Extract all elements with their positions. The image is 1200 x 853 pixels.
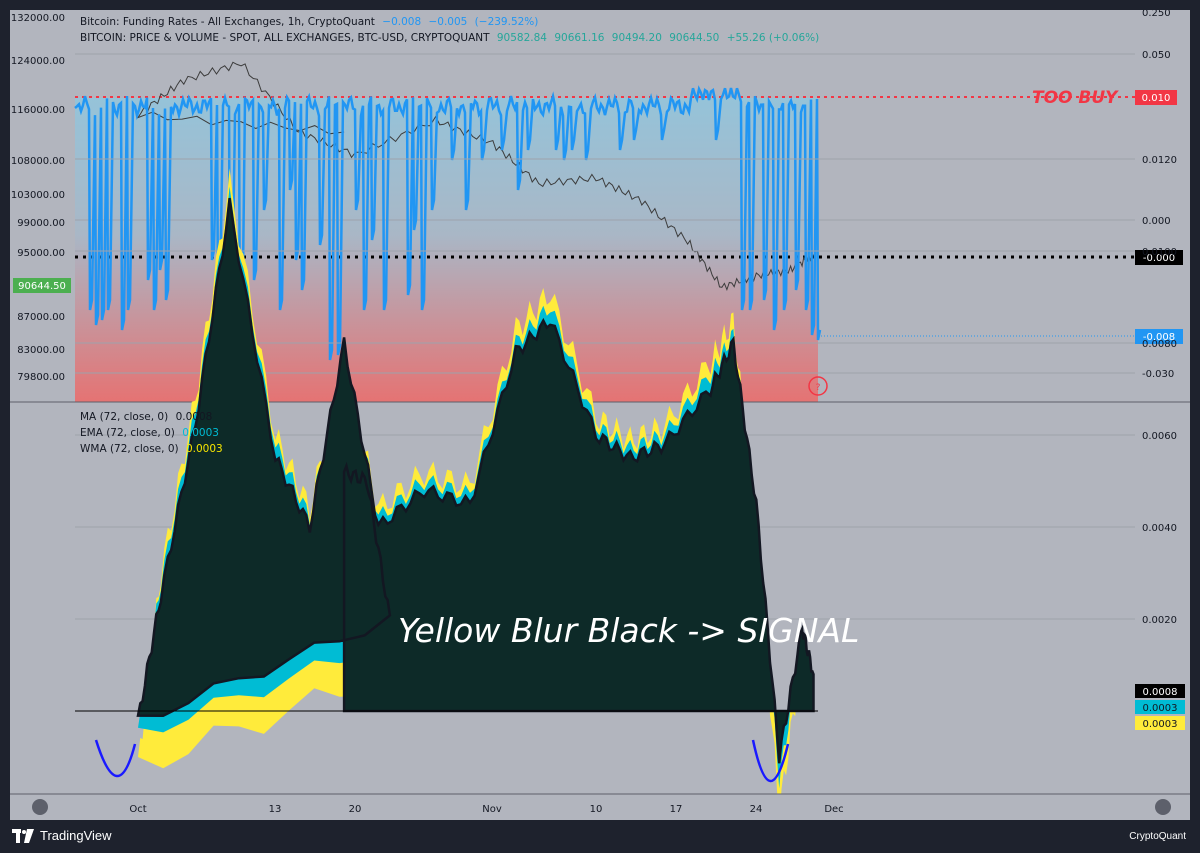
legend-price-o: 90582.84 — [496, 32, 547, 44]
time-axis-tick: Dec — [824, 804, 843, 815]
legend-price-chg: +55.26 (+0.06%) — [726, 32, 820, 44]
badge-too-buy-text: 0.010 — [1142, 93, 1171, 104]
badge-wma: 0.0003 — [1135, 716, 1185, 730]
price-axis-tick: 95000.00 — [17, 248, 65, 259]
time-axis-tick: Oct — [129, 804, 146, 815]
legend-ema-val: 0.0003 — [182, 427, 219, 439]
time-axis-tick: 24 — [750, 804, 763, 815]
tradingview-icon — [12, 828, 34, 843]
price-badge-text: 90644.50 — [18, 281, 66, 292]
legend-ma-name: MA (72, close, 0) — [80, 411, 169, 423]
funding-rate-line — [74, 85, 822, 371]
legend-price-l: 90494.20 — [611, 32, 662, 44]
price-axis-tick: 87000.00 — [17, 312, 65, 323]
badge-funding: -0.008 — [1135, 329, 1183, 344]
price-line — [136, 61, 814, 292]
legend-price-c: 90644.50 — [669, 32, 720, 44]
price-axis-tick: 108000.00 — [11, 156, 65, 167]
time-axis-tick: Nov — [482, 804, 502, 815]
signal-curve-nov — [751, 739, 790, 783]
ma-axis-tick: 0.0120 — [1142, 155, 1177, 166]
price-axis-tick: 99000.00 — [17, 218, 65, 229]
top-legend: Bitcoin: Funding Rates - All Exchanges, … — [80, 14, 823, 46]
cryptoquant-watermark: CryptoQuant — [1129, 831, 1186, 842]
legend-wma-name: WMA (72, close, 0) — [80, 443, 179, 455]
ma-axis-tick: 0.0020 — [1142, 615, 1177, 626]
badge-too-buy: 0.010 — [1135, 90, 1177, 105]
price-badge: 90644.50 — [13, 278, 71, 293]
legend-funding-v1: −0.008 — [382, 16, 422, 28]
time-axis-bg — [10, 794, 1190, 820]
tradingview-brand: TradingView — [40, 828, 112, 843]
time-axis-tick: 13 — [269, 804, 282, 815]
time-axis: Oct 13 20 Nov 10 17 24 Dec — [129, 804, 843, 815]
footer-bar: TradingView CryptoQuant — [0, 822, 1200, 853]
price-axis-tick: 83000.00 — [17, 345, 65, 356]
funding-fill — [75, 98, 818, 402]
tradingview-logo[interactable]: TradingView — [12, 828, 112, 843]
badge-ema: 0.0003 — [1135, 700, 1185, 714]
legend-ma-row: MA (72, close, 0) 0.0008 — [80, 409, 227, 425]
ma-axis-tick: 0.0080 — [1142, 339, 1177, 350]
legend-funding-name: Bitcoin: Funding Rates - All Exchanges, … — [80, 16, 375, 28]
badge-zero-text: -0.000 — [1143, 253, 1175, 264]
legend-ema-name: EMA (72, close, 0) — [80, 427, 175, 439]
time-axis-tick: 10 — [590, 804, 603, 815]
too-buy-annotation: TOO BUY — [1032, 88, 1119, 108]
legend-funding-row: Bitcoin: Funding Rates - All Exchanges, … — [80, 14, 823, 30]
bottom-legend: MA (72, close, 0) 0.0008 EMA (72, close,… — [80, 409, 227, 457]
ma-area — [136, 197, 815, 764]
legend-funding-v2: −0.005 — [428, 16, 468, 28]
badge-ma-text: 0.0008 — [1143, 687, 1178, 698]
legend-price-row: BITCOIN: PRICE & VOLUME - SPOT, ALL EXCH… — [80, 30, 823, 46]
badge-ma: 0.0008 — [1135, 684, 1185, 698]
price-axis-tick: 124000.00 — [11, 56, 65, 67]
price-axis-tick: 79800.00 — [17, 372, 65, 383]
badge-ema-text: 0.0003 — [1143, 703, 1178, 714]
left-axis: 132000.00 124000.00 116000.00 108000.00 1030… — [11, 13, 65, 383]
time-axis-tick: 20 — [349, 804, 362, 815]
signal-curve-oct — [94, 739, 137, 778]
legend-funding-v3: (−239.52%) — [474, 16, 539, 28]
badge-zero: -0.000 — [1135, 250, 1183, 265]
badge-wma-text: 0.0003 — [1143, 719, 1178, 730]
legend-price-name: BITCOIN: PRICE & VOLUME - SPOT, ALL EXCH… — [80, 32, 490, 44]
legend-wma-row: WMA (72, close, 0) 0.0003 — [80, 441, 227, 457]
chart-svg[interactable]: 132000.00 124000.00 116000.00 108000.00 1030… — [10, 10, 1190, 820]
funding-axis-tick: 0.000 — [1142, 216, 1171, 227]
signal-annotation: Yellow Blur Black -> SIGNAL — [398, 611, 859, 650]
funding-axis-tick: 0.250 — [1142, 10, 1171, 19]
price-axis-tick: 132000.00 — [11, 13, 65, 24]
time-axis-tick: 17 — [670, 804, 683, 815]
chart-area[interactable]: 132000.00 124000.00 116000.00 108000.00 1030… — [10, 10, 1190, 820]
price-axis-tick: 103000.00 — [11, 190, 65, 201]
price-axis-tick: 116000.00 — [11, 105, 65, 116]
funding-axis-tick: -0.030 — [1142, 369, 1174, 380]
legend-price-h: 90661.16 — [554, 32, 605, 44]
scroll-left-icon[interactable] — [32, 799, 48, 815]
legend-wma-val: 0.0003 — [185, 443, 223, 455]
funding-axis-tick: 0.050 — [1142, 50, 1171, 61]
badge-funding-text: -0.008 — [1143, 332, 1175, 343]
alert-marker-glyph: ? — [816, 383, 821, 393]
ma-axis-tick: 0.0100 — [1142, 247, 1177, 258]
legend-ema-row: EMA (72, close, 0) 0.0003 — [80, 425, 227, 441]
right-axis-top: 0.250 0.050 0.000 -0.030 — [1142, 10, 1174, 380]
ma-axis-tick: 0.0040 — [1142, 523, 1177, 534]
legend-ma-val: 0.0008 — [175, 411, 213, 423]
scroll-right-icon[interactable] — [1155, 799, 1171, 815]
alert-marker-icon[interactable] — [808, 376, 828, 396]
ma-axis-tick: 0.0060 — [1142, 431, 1177, 442]
